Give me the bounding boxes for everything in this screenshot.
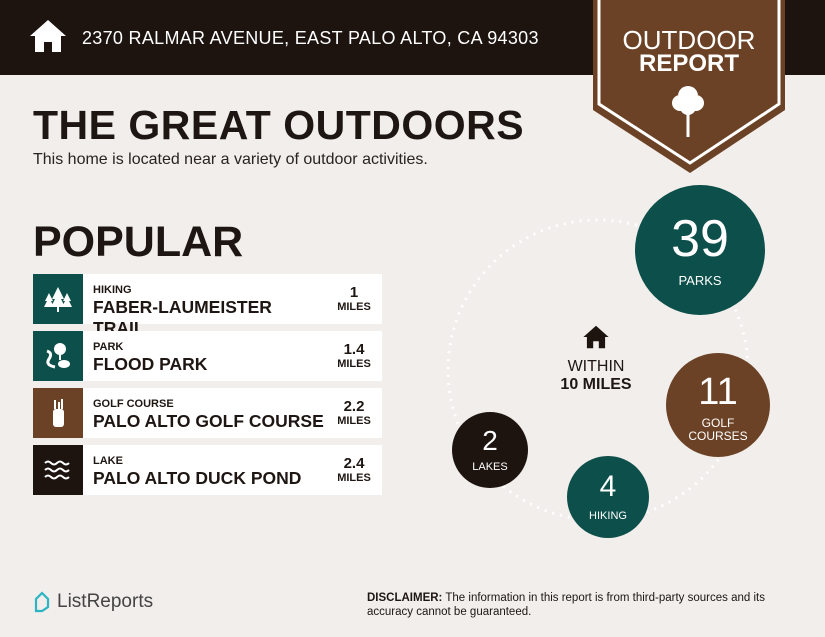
hiking-count: 4 bbox=[599, 470, 617, 503]
item-distance: 1.4 bbox=[343, 341, 365, 358]
lakes-label: LAKES bbox=[472, 461, 508, 473]
lakes-count-circle: 2 LAKES bbox=[452, 412, 528, 488]
lakes-count: 2 bbox=[482, 425, 498, 456]
item-distance: 2.4 bbox=[343, 455, 365, 472]
item-category: PARK bbox=[93, 341, 124, 353]
within-label: WITHIN bbox=[567, 358, 625, 375]
within-distance: 10 MILES bbox=[560, 376, 632, 393]
popular-list-item: PARK FLOOD PARK 1.4 MILES bbox=[33, 331, 382, 381]
item-name: PALO ALTO DUCK POND bbox=[93, 468, 302, 488]
item-category: GOLF COURSE bbox=[93, 398, 174, 410]
outdoor-report-badge bbox=[593, 0, 785, 173]
parks-label: PARKS bbox=[678, 272, 722, 288]
item-unit: MILES bbox=[337, 301, 371, 313]
item-category: HIKING bbox=[93, 284, 132, 296]
tree-icon bbox=[672, 86, 704, 137]
logo-icon bbox=[34, 591, 50, 613]
home-icon bbox=[583, 325, 609, 349]
popular-list-item: HIKING FABER-LAUMEISTER TRAIL 1 MILES bbox=[33, 274, 382, 338]
item-distance: 1 bbox=[349, 284, 359, 301]
parks-count-circle: 39 PARKS bbox=[635, 185, 765, 315]
popular-heading: POPULAR bbox=[33, 218, 244, 266]
parks-count: 39 bbox=[671, 209, 729, 268]
popular-list-item: GOLF COURSE PALO ALTO GOLF COURSE 2.2 MI… bbox=[33, 388, 382, 438]
property-address: 2370 RALMAR AVENUE, EAST PALO ALTO, CA 9… bbox=[82, 28, 539, 48]
item-name: PALO ALTO GOLF COURSE bbox=[93, 411, 324, 431]
golf-bag-icon bbox=[33, 388, 83, 438]
hiking-label: HIKING bbox=[589, 510, 627, 522]
golf-count-circle: 11 GOLF COURSES bbox=[666, 353, 770, 457]
listreports-logo: ListReports bbox=[33, 591, 153, 613]
item-unit: MILES bbox=[337, 415, 371, 427]
badge-line1: OUTDOOR bbox=[622, 25, 756, 55]
golf-label: GOLF COURSES bbox=[688, 415, 748, 443]
hiking-count-circle: 4 HIKING bbox=[567, 456, 649, 538]
home-icon bbox=[30, 20, 66, 52]
item-unit: MILES bbox=[337, 358, 371, 370]
golf-count: 11 bbox=[698, 370, 738, 413]
trees-icon bbox=[33, 274, 83, 324]
item-category: LAKE bbox=[93, 455, 123, 467]
park-icon bbox=[33, 331, 83, 381]
item-distance: 2.2 bbox=[343, 398, 365, 415]
waves-icon bbox=[33, 445, 83, 495]
page-title: THE GREAT OUTDOORS bbox=[33, 102, 525, 148]
item-unit: MILES bbox=[337, 472, 371, 484]
badge-line2: REPORT bbox=[638, 50, 739, 77]
page-subtitle: This home is located near a variety of o… bbox=[33, 151, 428, 168]
disclaimer: DISCLAIMER: The information in this repo… bbox=[367, 592, 765, 618]
item-name: FLOOD PARK bbox=[93, 354, 208, 374]
popular-list-item: LAKE PALO ALTO DUCK POND 2.4 MILES bbox=[33, 445, 382, 495]
